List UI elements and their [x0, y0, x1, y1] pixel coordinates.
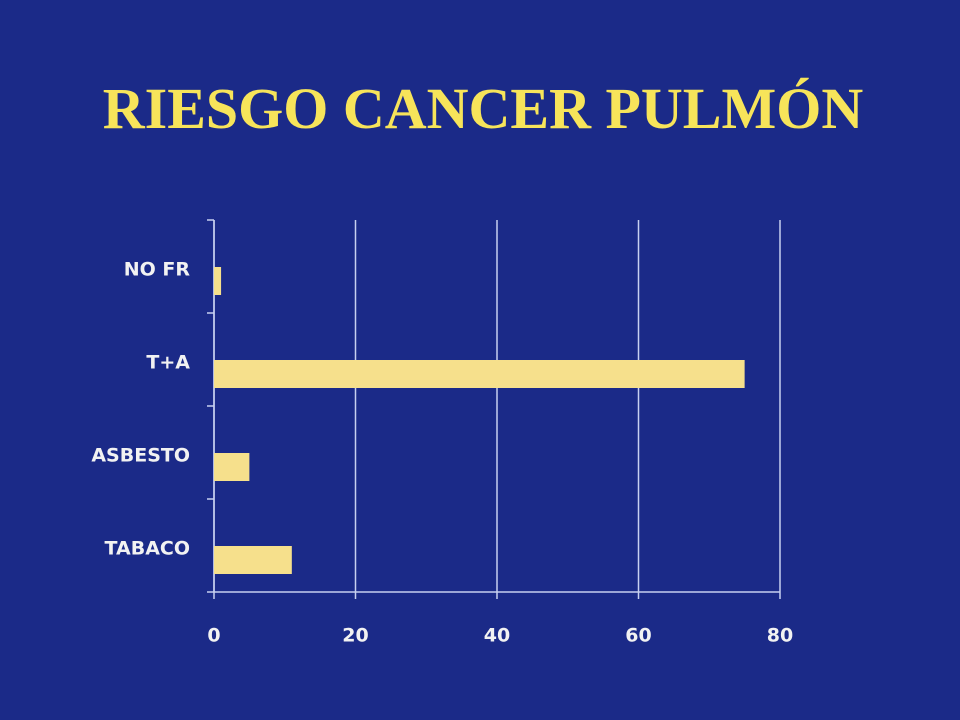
x-tick-label: 20 [342, 625, 368, 647]
x-tick-label: 40 [484, 625, 510, 647]
chart-title: RIESGO CANCER PULMÓN [103, 76, 864, 141]
y-tick-label: ASBESTO [91, 445, 190, 467]
x-tick-label: 80 [767, 625, 793, 647]
bar [214, 453, 250, 481]
y-tick-label: T+A [146, 352, 190, 374]
bar [214, 546, 292, 574]
y-tick-label: TABACO [105, 538, 190, 560]
x-tick-label: 60 [625, 625, 651, 647]
y-tick-label: NO FR [124, 259, 191, 281]
x-tick-label: 0 [207, 625, 220, 647]
bar [214, 267, 222, 295]
bar [214, 360, 745, 388]
